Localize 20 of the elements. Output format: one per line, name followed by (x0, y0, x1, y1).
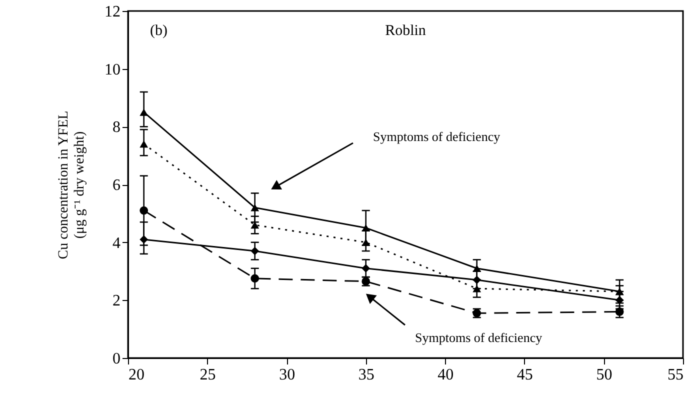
x-tick-label: 30 (279, 366, 296, 384)
y-tick-label: 2 (112, 292, 120, 310)
y-tick-label: 10 (104, 61, 120, 78)
x-tick-label: 40 (438, 366, 454, 384)
y-tick-label: 4 (112, 234, 120, 252)
x-tick-label: 25 (200, 366, 216, 384)
y-tick-label: 0 (112, 350, 120, 368)
x-tick-label: 50 (596, 366, 612, 384)
y-axis-title: Cu concentration in YFEL (μg g⁻¹ dry weight) (56, 110, 88, 260)
x-tick-label: 55 (668, 366, 684, 384)
annotation: Symptoms of deficiency (373, 129, 501, 144)
y-tick-label: 12 (104, 4, 120, 20)
x-tick-label: 35 (358, 366, 374, 384)
annotation: (b) (150, 23, 168, 39)
annotation: Symptoms of deficiency (415, 330, 543, 345)
x-tick-label: 45 (516, 366, 533, 384)
y-tick-label: 8 (112, 119, 120, 136)
x-tick-label: 20 (128, 366, 144, 384)
annotation: Roblin (385, 23, 426, 39)
y-tick-label: 6 (112, 177, 120, 194)
